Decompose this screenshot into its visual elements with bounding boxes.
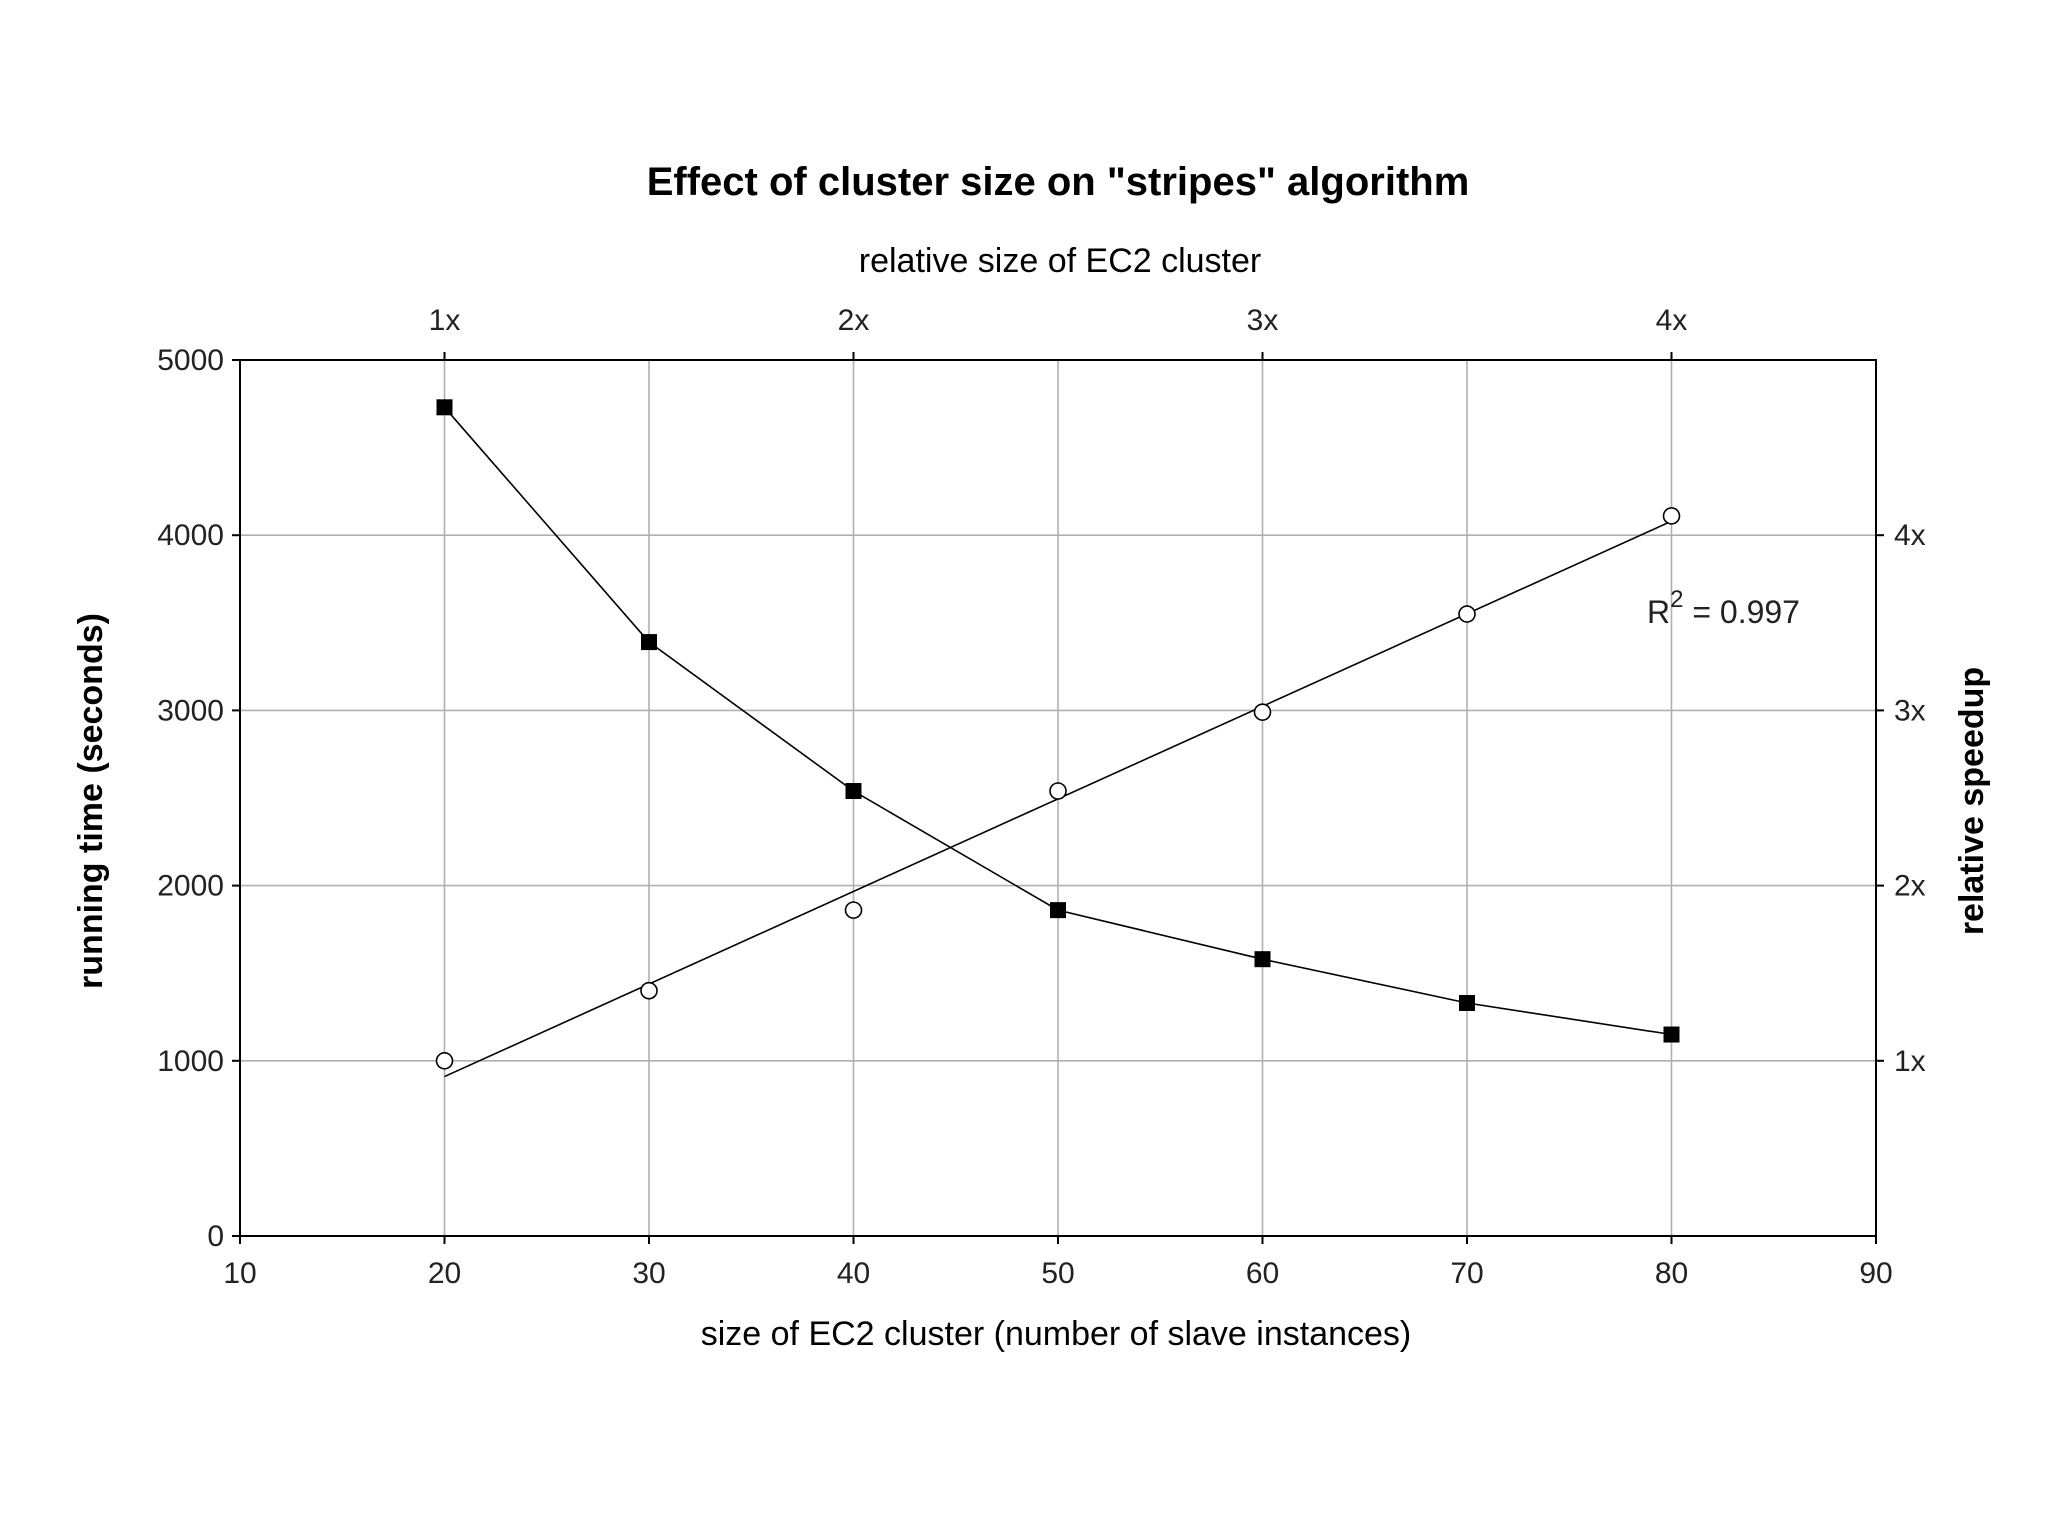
x-tick-label: 70 — [1450, 1257, 1483, 1290]
r-squared-superscript: 2 — [1670, 586, 1683, 613]
y-tick-label: 4000 — [157, 519, 224, 552]
x-tick-label: 30 — [632, 1257, 665, 1290]
right-tick-label: 3x — [1894, 694, 1926, 727]
y-tick-label: 2000 — [157, 870, 224, 903]
data-point-running-time — [641, 634, 657, 651]
x-tick-label: 10 — [223, 1257, 256, 1290]
chart-title: Effect of cluster size on "stripes" algo… — [647, 160, 1470, 204]
x-tick-label: 20 — [428, 1257, 461, 1290]
x-tick-label: 40 — [837, 1257, 870, 1290]
y-tick-label: 1000 — [157, 1045, 224, 1078]
right-tick-label: 1x — [1894, 1045, 1926, 1078]
data-point-speedup — [640, 981, 658, 1000]
top-tick-label: 4x — [1656, 304, 1688, 337]
y-tick-label: 3000 — [157, 694, 224, 727]
x-tick-label: 60 — [1246, 1257, 1279, 1290]
r-squared-value: = 0.997 — [1683, 594, 1800, 630]
axes: 10 20 30 40 50 60 70 80 90 0 1000 2000 3000 4000 5000 1… — [157, 304, 1925, 1290]
top-tick-label: 2x — [838, 304, 870, 337]
top-tick-label: 3x — [1247, 304, 1279, 337]
data-point-speedup — [1253, 703, 1272, 721]
x-tick-label: 50 — [1041, 1257, 1074, 1290]
data-point-speedup — [844, 901, 863, 919]
top-axis-title: relative size of EC2 cluster — [859, 242, 1262, 280]
y-tick-label: 5000 — [157, 344, 224, 377]
right-tick-label: 4x — [1894, 519, 1926, 552]
data-point-running-time — [1254, 951, 1271, 968]
data-point-running-time — [1663, 1026, 1680, 1043]
data-point-running-time — [845, 782, 862, 799]
grid — [240, 360, 1876, 1236]
r-squared-base: R — [1647, 594, 1670, 630]
data-point-speedup — [1049, 782, 1067, 800]
x-axis-title: size of EC2 cluster (number of slave ins… — [701, 1315, 1412, 1353]
top-tick-label: 1x — [429, 304, 461, 337]
r-squared-annotation: R2 = 0.997 — [1647, 586, 1800, 630]
data-point-speedup — [1662, 507, 1681, 525]
y-tick-label: 0 — [207, 1220, 224, 1253]
data-point-speedup — [435, 1052, 454, 1070]
series — [435, 399, 1681, 1078]
right-tick-label: 2x — [1894, 870, 1926, 903]
data-point-running-time — [1050, 902, 1066, 919]
x-tick-label: 80 — [1655, 1257, 1688, 1290]
data-point-running-time — [1459, 994, 1475, 1011]
x-tick-label: 90 — [1859, 1257, 1892, 1290]
data-point-running-time — [436, 399, 453, 416]
right-axis-title: relative speedup — [1953, 667, 1991, 935]
data-point-speedup — [1458, 605, 1476, 623]
y-axis-title: running time (seconds) — [72, 613, 110, 989]
